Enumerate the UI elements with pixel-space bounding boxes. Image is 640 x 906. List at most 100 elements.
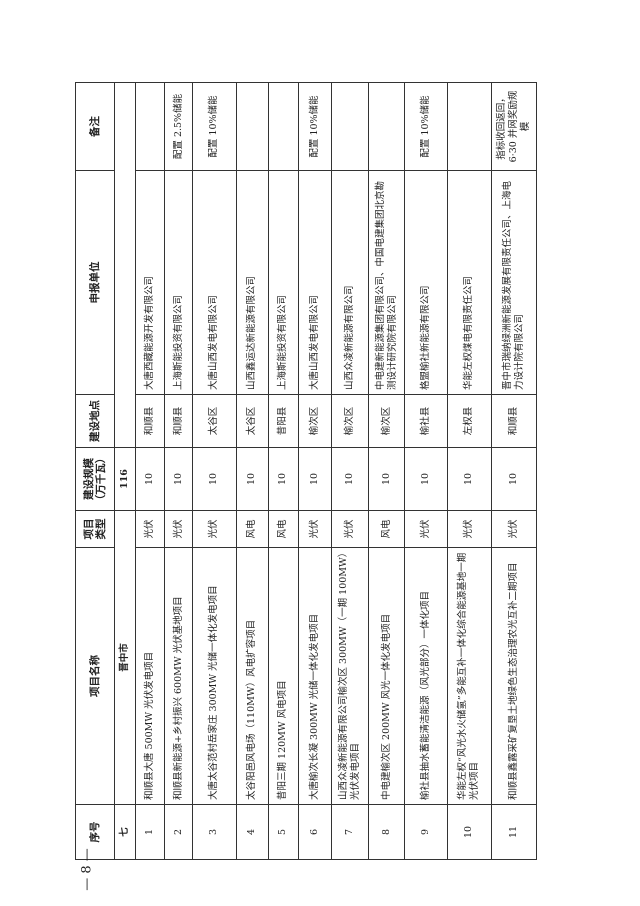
- header-applicant: 申报单位: [75, 170, 115, 395]
- table-row: 11 和顺县鑫露采矿复垦土地绿色生态治理农光互补二期项目 光伏 10 和顺县 晋中市瑞纳绿…: [491, 82, 537, 860]
- table-row: 2 和顺县新能源+乡村振兴 600MW 光伏基地项目 光伏 10 和顺县 上海斯能投资有限…: [164, 82, 193, 860]
- cell-name: 中电建榆次区 200MW 风光一体化发电项目: [368, 547, 405, 805]
- cell-name: 和顺县大唐 500MW 光伏发电项目: [135, 547, 165, 805]
- cell-applicant: 大唐山西发电有限公司: [298, 170, 332, 395]
- cell-no: 7: [331, 804, 369, 860]
- cell-location: 左权县: [447, 394, 492, 448]
- cell-name: 大唐太谷范村岳家庄 300MW 光储一体化发电项目: [192, 547, 237, 805]
- cell-scale: 10: [236, 447, 269, 511]
- cell-location: 榆次区: [331, 394, 369, 448]
- section-no: 七: [114, 804, 136, 860]
- cell-no: 4: [236, 804, 269, 860]
- cell-no: 11: [491, 804, 537, 860]
- cell-applicant: 大唐山西发电有限公司: [192, 170, 237, 395]
- cell-type: 风电: [368, 510, 405, 548]
- section-name: 晋中市: [114, 510, 136, 805]
- cell-scale: 10: [268, 447, 299, 511]
- cell-remark: [368, 82, 405, 171]
- cell-scale: 10: [491, 447, 537, 511]
- cell-applicant: 上海斯能投资有限公司: [164, 170, 193, 395]
- cell-scale: 10: [331, 447, 369, 511]
- cell-remark: 配置 10%储能: [192, 82, 237, 171]
- cell-applicant: 上海斯能投资有限公司: [268, 170, 299, 395]
- cell-no: 9: [404, 804, 447, 860]
- cell-scale: 10: [298, 447, 332, 511]
- cell-name: 和顺县鑫露采矿复垦土地绿色生态治理农光互补二期项目: [491, 547, 537, 805]
- section-empty: [114, 82, 136, 448]
- cell-applicant: 大唐西藏能源开发有限公司: [135, 170, 165, 395]
- cell-remark: [331, 82, 369, 171]
- cell-location: 榆次区: [298, 394, 332, 448]
- cell-location: 太谷区: [236, 394, 269, 448]
- header-type: 项目类型: [75, 510, 115, 548]
- cell-location: 和顺县: [491, 394, 537, 448]
- header-remark: 备注: [75, 82, 115, 171]
- page-number: — 8 —: [79, 848, 95, 891]
- cell-location: 太谷区: [192, 394, 237, 448]
- cell-type: 光伏: [164, 510, 193, 548]
- cell-scale: 10: [404, 447, 447, 511]
- cell-name: 榆社县抽水蓄能清洁能源（风光部分）一体化项目: [404, 547, 447, 805]
- cell-no: 8: [368, 804, 405, 860]
- cell-name: 山西众凌新能源有限公司榆次区 300MW（一期 100MW）光伏发电项目: [331, 547, 369, 805]
- cell-applicant: 山西鑫运达新能源有限公司: [236, 170, 269, 395]
- cell-no: 3: [192, 804, 237, 860]
- cell-location: 榆社县: [404, 394, 447, 448]
- cell-location: 和顺县: [164, 394, 193, 448]
- table-row: 5 昔阳三期 120MW 风电项目 风电 10 昔阳县 上海斯能投资有限公司: [268, 82, 299, 860]
- table-row: 6 大唐榆次长凝 300MW 光储一体化发电项目 光伏 10 榆次区 大唐山西发电有限公司…: [298, 82, 332, 860]
- cell-no: 2: [164, 804, 193, 860]
- header-row: 序号 项目名称 项目类型 建设规模（万千瓦） 建设地点 申报单位 备注: [75, 82, 115, 860]
- cell-remark: 配置 10%储能: [404, 82, 447, 171]
- cell-applicant: 格盟榆社新能源有限公司: [404, 170, 447, 395]
- table-row: 10 华能左权“风光水火储氢”多能互补一体化综合能源基地一期光伏项目 光伏 10 左权县…: [447, 82, 492, 860]
- table-row: 8 中电建榆次区 200MW 风光一体化发电项目 风电 10 榆次区 中电建新能源集团有限…: [368, 82, 405, 860]
- table-row: 3 大唐太谷范村岳家庄 300MW 光储一体化发电项目 光伏 10 太谷区 大唐山西发电有…: [192, 82, 237, 860]
- cell-scale: 10: [192, 447, 237, 511]
- cell-name: 和顺县新能源+乡村振兴 600MW 光伏基地项目: [164, 547, 193, 805]
- cell-no: 5: [268, 804, 299, 860]
- cell-type: 风电: [236, 510, 269, 548]
- cell-applicant: 晋中市瑞纳绿洲新能源发展有限责任公司、上海电力设计院有限公司: [491, 170, 537, 395]
- cell-type: 光伏: [447, 510, 492, 548]
- cell-name: 昔阳三期 120MW 风电项目: [268, 547, 299, 805]
- cell-type: 光伏: [192, 510, 237, 548]
- table-row: 4 太谷阳邑风电场（110MW）风电扩容项目 风电 10 太谷区 山西鑫运达新能源有限公司: [236, 82, 269, 860]
- cell-no: 6: [298, 804, 332, 860]
- cell-type: 光伏: [491, 510, 537, 548]
- section-scale: 116: [114, 447, 136, 511]
- table-row: 9 榆社县抽水蓄能清洁能源（风光部分）一体化项目 光伏 10 榆社县 格盟榆社新能源有限公…: [404, 82, 447, 860]
- header-location: 建设地点: [75, 394, 115, 448]
- cell-remark: 配置 2.5%储能: [164, 82, 193, 171]
- cell-no: 1: [135, 804, 165, 860]
- header-name: 项目名称: [75, 547, 115, 805]
- cell-location: 昔阳县: [268, 394, 299, 448]
- cell-type: 光伏: [135, 510, 165, 548]
- header-scale: 建设规模（万千瓦）: [75, 447, 115, 511]
- cell-name: 太谷阳邑风电场（110MW）风电扩容项目: [236, 547, 269, 805]
- cell-name: 华能左权“风光水火储氢”多能互补一体化综合能源基地一期光伏项目: [447, 547, 492, 805]
- cell-scale: 10: [164, 447, 193, 511]
- table-row: 7 山西众凌新能源有限公司榆次区 300MW（一期 100MW）光伏发电项目 光伏 1…: [331, 82, 369, 860]
- rotated-table-container: 序号 项目名称 项目类型 建设规模（万千瓦） 建设地点 申报单位 备注 七 晋中…: [75, 82, 537, 860]
- cell-type: 光伏: [331, 510, 369, 548]
- cell-remark: [268, 82, 299, 171]
- cell-type: 风电: [268, 510, 299, 548]
- cell-applicant: 山西众凌新能源有限公司: [331, 170, 369, 395]
- project-table: 序号 项目名称 项目类型 建设规模（万千瓦） 建设地点 申报单位 备注 七 晋中…: [75, 82, 537, 860]
- cell-applicant: 中电建新能源集团有限公司、中国电建集团北京勘测设计研究院有限公司: [368, 170, 405, 395]
- cell-remark: [447, 82, 492, 171]
- cell-name: 大唐榆次长凝 300MW 光储一体化发电项目: [298, 547, 332, 805]
- cell-remark: [135, 82, 165, 171]
- cell-remark: [236, 82, 269, 171]
- cell-applicant: 华能左权煤电有限责任公司: [447, 170, 492, 395]
- section-row: 七 晋中市 116: [114, 82, 136, 860]
- cell-scale: 10: [368, 447, 405, 511]
- cell-no: 10: [447, 804, 492, 860]
- table-row: 1 和顺县大唐 500MW 光伏发电项目 光伏 10 和顺县 大唐西藏能源开发有限公司: [135, 82, 165, 860]
- cell-type: 光伏: [298, 510, 332, 548]
- cell-scale: 10: [447, 447, 492, 511]
- cell-type: 光伏: [404, 510, 447, 548]
- cell-location: 榆次区: [368, 394, 405, 448]
- cell-remark: 配置 10%储能: [298, 82, 332, 171]
